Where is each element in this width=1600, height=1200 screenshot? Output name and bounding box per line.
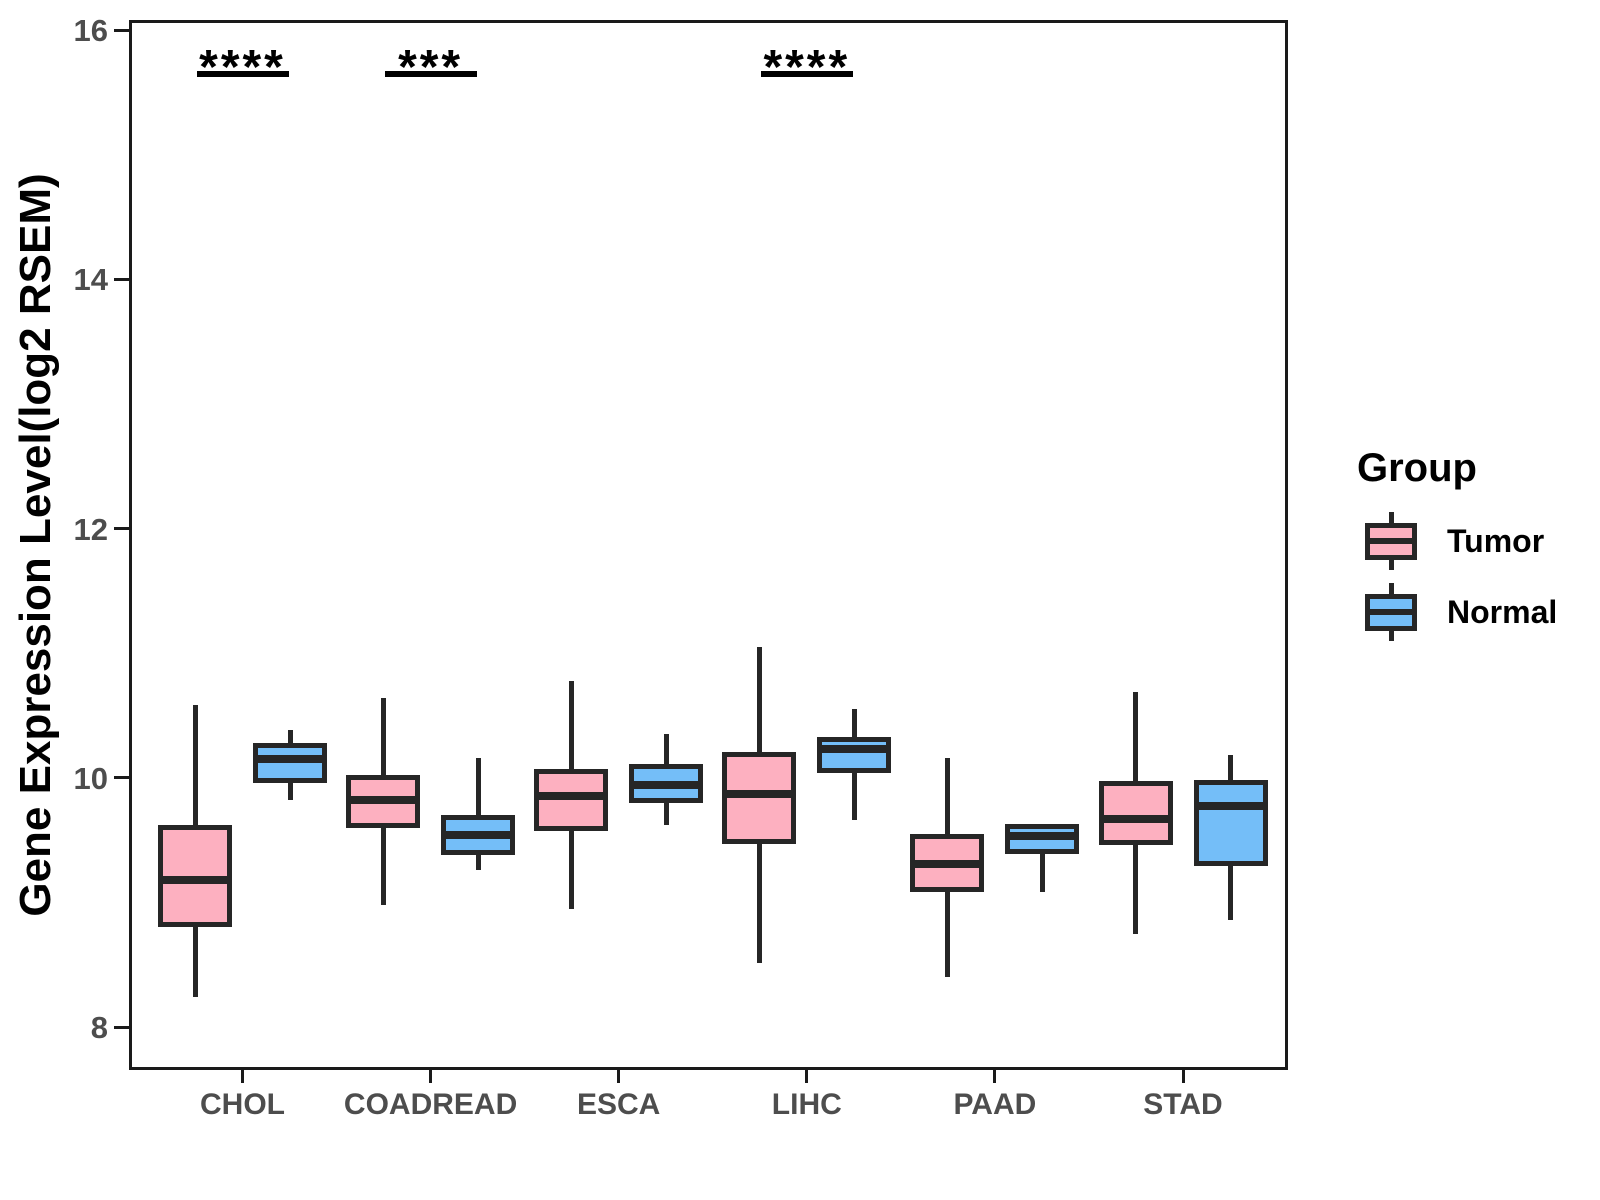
x-tick-mark xyxy=(617,1070,621,1083)
legend-label-tumor: Tumor xyxy=(1447,523,1545,559)
x-tick-label: ESCA xyxy=(577,1088,661,1121)
x-tick-mark xyxy=(241,1070,244,1083)
lower-whisker xyxy=(475,855,481,870)
legend-label-normal: Normal xyxy=(1447,594,1558,630)
median-line xyxy=(910,859,985,868)
lower-whisker xyxy=(851,772,857,821)
y-tick-mark xyxy=(114,277,129,281)
significance-bar xyxy=(760,71,853,77)
plot-panel xyxy=(129,20,1288,1070)
median-line xyxy=(722,789,797,798)
y-tick-label: 10 xyxy=(73,760,108,796)
x-tick-label: COADREAD xyxy=(343,1088,518,1121)
upper-whisker xyxy=(756,646,762,752)
legend-title: Group xyxy=(1357,446,1477,490)
legend-key-median xyxy=(1365,538,1417,544)
x-tick-label: LIHC xyxy=(771,1088,842,1121)
upper-whisker xyxy=(851,709,857,737)
box-normal-lihc xyxy=(817,736,892,773)
x-tick-label: CHOL xyxy=(200,1088,285,1121)
x-tick-label: STAD xyxy=(1143,1088,1223,1121)
lower-whisker xyxy=(192,927,198,998)
y-tick-label: 12 xyxy=(73,511,108,547)
median-line xyxy=(1005,832,1080,841)
box-tumor-stad xyxy=(1098,781,1173,846)
upper-whisker xyxy=(192,705,198,826)
y-tick-label: 14 xyxy=(73,262,108,298)
y-axis-title: Gene Expression Level(log2 RSEM) xyxy=(11,173,60,917)
box-normal-stad xyxy=(1193,780,1268,867)
lower-whisker xyxy=(756,843,762,964)
median-line xyxy=(817,745,892,754)
y-tick-mark xyxy=(114,28,129,32)
y-tick-label: 16 xyxy=(73,13,108,48)
upper-whisker xyxy=(1228,755,1233,781)
significance-bar xyxy=(384,71,477,77)
x-tick-mark xyxy=(429,1070,433,1083)
y-tick-mark xyxy=(114,1025,129,1029)
lower-whisker xyxy=(1228,866,1233,920)
significance-bar xyxy=(196,71,289,77)
median-line xyxy=(629,781,704,790)
legend-key-median xyxy=(1365,609,1417,615)
y-tick-label: 8 xyxy=(90,1010,108,1045)
lower-whisker xyxy=(380,827,386,905)
significance-stars: **** xyxy=(763,41,851,94)
lower-whisker xyxy=(663,802,669,826)
median-line xyxy=(346,796,421,805)
median-line xyxy=(1193,802,1268,811)
y-tick-mark xyxy=(114,776,129,780)
median-line xyxy=(534,792,609,801)
upper-whisker xyxy=(380,697,386,776)
median-line xyxy=(158,875,232,884)
x-tick-mark xyxy=(1181,1070,1185,1083)
x-tick-label: PAAD xyxy=(953,1088,1037,1121)
x-tick-mark xyxy=(993,1070,997,1083)
median-line xyxy=(441,831,516,840)
median-line xyxy=(1098,814,1173,823)
upper-whisker xyxy=(568,680,574,769)
x-tick-mark xyxy=(805,1070,809,1083)
upper-whisker xyxy=(475,757,481,816)
lower-whisker xyxy=(1039,853,1045,893)
upper-whisker xyxy=(663,734,669,765)
lower-whisker xyxy=(568,831,574,909)
upper-whisker xyxy=(944,757,950,834)
significance-stars: *** xyxy=(398,41,464,94)
lower-whisker xyxy=(287,782,293,801)
upper-whisker xyxy=(287,730,293,743)
y-tick-mark xyxy=(114,527,129,530)
significance-stars: **** xyxy=(199,41,286,94)
upper-whisker xyxy=(1133,691,1138,782)
median-line xyxy=(253,755,327,764)
lower-whisker xyxy=(1133,845,1138,934)
lower-whisker xyxy=(944,892,950,978)
